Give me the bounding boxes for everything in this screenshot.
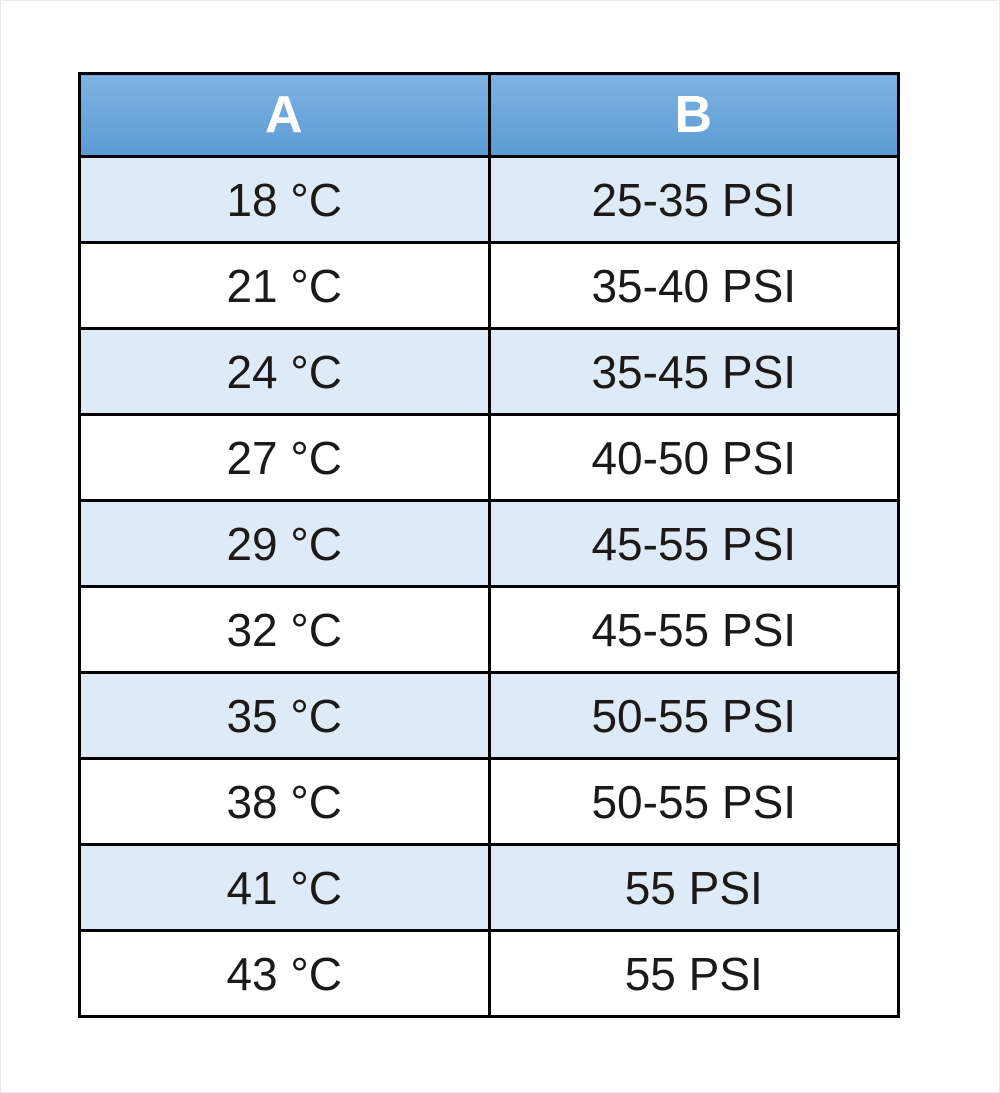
temperature-cell: 21 °C [78,241,491,330]
temperature-cell: 38 °C [78,757,491,846]
temperature-cell: 32 °C [78,585,491,674]
pressure-cell: 45-55 PSI [487,499,900,588]
pressure-cell: 35-45 PSI [487,327,900,416]
header-row: A B [78,72,900,158]
column-header-b: B [487,72,900,158]
temperature-cell: 41 °C [78,843,491,932]
table-row: 24 °C 35-45 PSI [78,327,900,416]
temperature-cell: 18 °C [78,155,491,244]
table-row: 43 °C 55 PSI [78,929,900,1018]
table-row: 32 °C 45-55 PSI [78,585,900,674]
pressure-cell: 45-55 PSI [487,585,900,674]
pressure-cell: 50-55 PSI [487,757,900,846]
pressure-cell: 25-35 PSI [487,155,900,244]
table-row: 35 °C 50-55 PSI [78,671,900,760]
temperature-cell: 27 °C [78,413,491,502]
table-row: 21 °C 35-40 PSI [78,241,900,330]
pressure-cell: 40-50 PSI [487,413,900,502]
temperature-pressure-table-container: A B 18 °C 25-35 PSI 21 °C 35-40 PSI 24 °… [78,72,900,1018]
pressure-cell: 50-55 PSI [487,671,900,760]
temperature-cell: 24 °C [78,327,491,416]
table-row: 18 °C 25-35 PSI [78,155,900,244]
table-header: A B [78,72,900,158]
table-row: 29 °C 45-55 PSI [78,499,900,588]
table-body: 18 °C 25-35 PSI 21 °C 35-40 PSI 24 °C 35… [78,155,900,1018]
table-row: 38 °C 50-55 PSI [78,757,900,846]
temperature-cell: 29 °C [78,499,491,588]
pressure-cell: 55 PSI [487,843,900,932]
table-row: 41 °C 55 PSI [78,843,900,932]
temperature-cell: 43 °C [78,929,491,1018]
column-header-a: A [78,72,491,158]
pressure-cell: 55 PSI [487,929,900,1018]
pressure-cell: 35-40 PSI [487,241,900,330]
temperature-pressure-table: A B 18 °C 25-35 PSI 21 °C 35-40 PSI 24 °… [78,72,900,1018]
table-row: 27 °C 40-50 PSI [78,413,900,502]
temperature-cell: 35 °C [78,671,491,760]
